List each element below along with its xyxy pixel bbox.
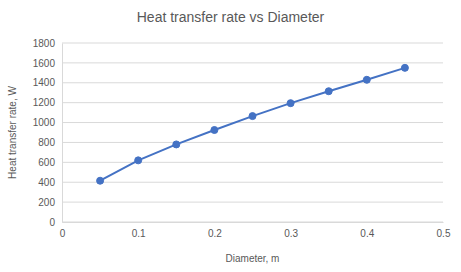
grid-line: [62, 162, 443, 163]
x-tick: 0.1: [132, 222, 146, 239]
y-tick-label: 1800: [33, 38, 56, 49]
marker: [401, 64, 408, 71]
grid-line: [62, 62, 443, 63]
y-tick: 1800: [33, 38, 62, 49]
y-tick: 1600: [33, 58, 62, 69]
x-tick-label: 0: [60, 228, 66, 239]
x-tick-label: 0.3: [284, 228, 298, 239]
y-tick: 600: [38, 157, 62, 168]
x-tick-label: 0.2: [208, 228, 222, 239]
marker: [211, 127, 218, 134]
x-axis-title: Diameter, m: [226, 253, 280, 264]
y-tick: 200: [38, 197, 62, 208]
grid-line: [62, 122, 443, 123]
y-tick-label: 1200: [33, 97, 56, 108]
y-tick: 400: [38, 177, 62, 188]
x-tick: 0.4: [360, 222, 374, 239]
y-axis-line: [62, 44, 63, 223]
plot-area: 0 200 400 600 800 1000 1200 1400 1600 1800 0 0.1 0.2…: [33, 38, 451, 239]
series: [97, 64, 409, 184]
line: [100, 68, 405, 181]
y-tick: 1000: [33, 117, 62, 128]
grid-line: [62, 202, 443, 203]
y-tick-label: 1400: [33, 77, 56, 88]
y-axis: 0 200 400 600 800 1000 1200 1400 1600 1800: [33, 38, 63, 228]
y-tick-label: 1600: [33, 58, 56, 69]
y-tick: 800: [38, 137, 62, 148]
x-tick-label: 0.5: [437, 228, 451, 239]
y-tick-label: 0: [49, 217, 55, 228]
y-tick-label: 1000: [33, 117, 56, 128]
x-axis-line: [63, 222, 444, 223]
grid-line: [62, 182, 443, 183]
x-tick: 0.5: [437, 222, 451, 239]
x-tick-label: 0.4: [360, 228, 374, 239]
marker: [249, 113, 256, 120]
y-tick: 1400: [33, 77, 62, 88]
y-tick-label: 600: [38, 157, 55, 168]
marker: [363, 76, 370, 83]
marker: [97, 177, 104, 184]
y-tick-label: 400: [38, 177, 55, 188]
grid: [62, 43, 443, 222]
chart: 0 200 400 600 800 1000 1200 1400 1600 1800 0 0.1 0.2…: [0, 0, 461, 272]
title: Heat transfer rate vs Diameter: [137, 9, 325, 25]
x-tick: 0: [60, 222, 66, 239]
marker: [173, 141, 180, 148]
grid-line: [62, 142, 443, 143]
grid-line: [62, 82, 443, 83]
x-axis: 0 0.1 0.2 0.3 0.4 0.5: [60, 222, 451, 239]
y-tick-label: 200: [38, 197, 55, 208]
y-tick: 0: [49, 217, 62, 228]
y-tick: 1200: [33, 97, 62, 108]
grid-line: [62, 43, 443, 44]
marker: [135, 157, 142, 164]
y-axis-title: Heat transfer rate, W: [7, 86, 18, 179]
grid-line: [62, 102, 443, 103]
x-tick-label: 0.1: [132, 228, 146, 239]
grid-line: [62, 222, 443, 223]
marker: [287, 100, 294, 107]
x-tick: 0.2: [208, 222, 222, 239]
y-tick-label: 800: [38, 137, 55, 148]
x-tick: 0.3: [284, 222, 298, 239]
marker: [325, 88, 332, 95]
